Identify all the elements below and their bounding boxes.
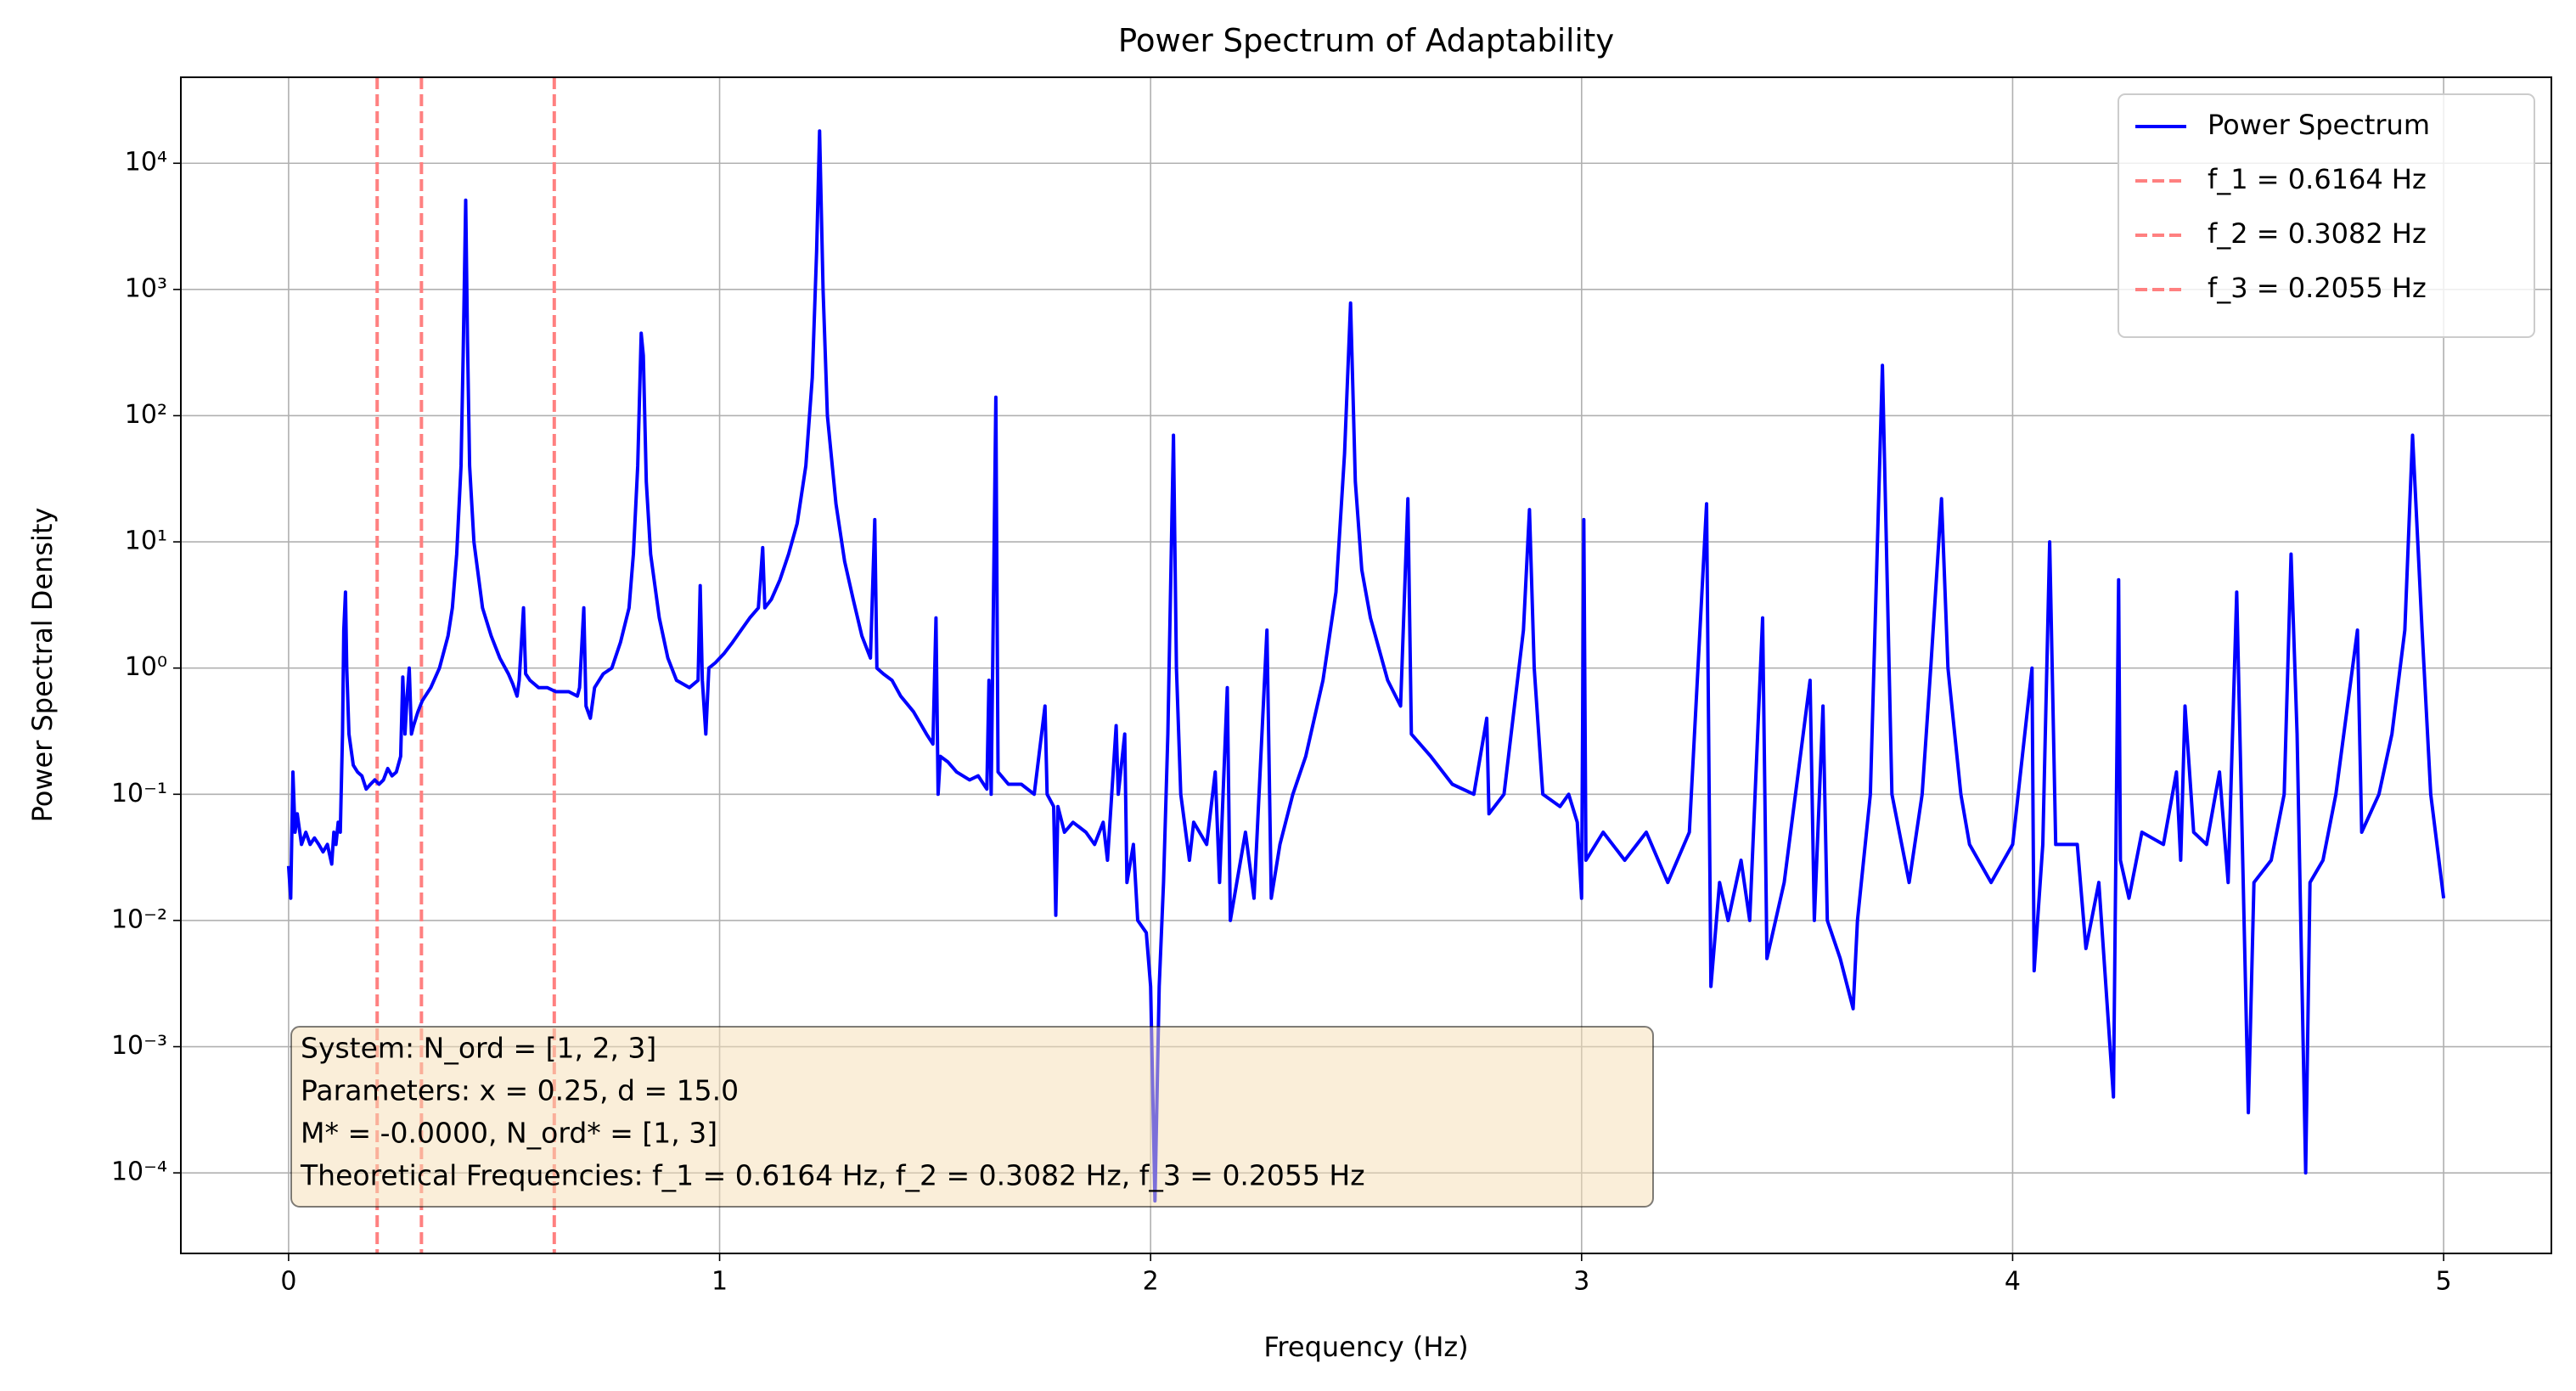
annotation-line: System: N_ord = [1, 2, 3] [301,1032,656,1065]
y-tick-label: 10¹ [125,527,167,556]
y-tick-label: 10² [125,400,167,430]
x-tick-label: 3 [1573,1267,1589,1297]
spectrum-line [286,129,2446,1203]
plot-area [286,77,2446,1253]
x-tick-label: 5 [2436,1267,2452,1297]
annotation-line: Theoretical Frequencies: f_1 = 0.6164 Hz… [300,1159,1365,1192]
annotation-line: Parameters: x = 0.25, d = 15.0 [301,1074,739,1107]
ticks: 0 1 2 3 4 5 10⁻⁴ 10⁻³ 10⁻² 10⁻¹ 10⁰ 10¹ 10² 10³ 10⁴ [111,148,2452,1297]
x-tick-label: 1 [711,1267,728,1297]
legend-label: Power Spectrum [2208,109,2430,141]
y-tick-label: 10⁻³ [111,1031,167,1061]
legend: Power Spectrum f_1 = 0.6164 Hz f_2 = 0.308… [2118,93,2535,338]
x-tick-label: 4 [2005,1267,2021,1297]
annotation-box: System: N_ord = [1, 2, 3] Parameters: x =… [290,1026,1654,1208]
y-axis-label: Power Spectral Density [26,508,59,823]
legend-box [2118,93,2535,338]
y-tick-label: 10³ [125,273,167,303]
annotation-line: M* = -0.0000, N_ord* = [1, 3] [301,1117,717,1150]
y-tick-label: 10⁻² [111,904,167,934]
x-tick-label: 0 [280,1267,296,1297]
legend-label: f_1 = 0.6164 Hz [2208,163,2427,195]
y-tick-label: 10⁻⁴ [111,1157,167,1187]
y-tick-label: 10⁻¹ [111,779,167,808]
legend-label: f_3 = 0.2055 Hz [2208,272,2427,304]
y-tick-label: 10⁰ [125,652,167,682]
y-tick-label: 10⁴ [125,148,167,177]
annotation-background [290,1026,1654,1208]
axes-frame [180,76,2552,1254]
x-axis-label: Frequency (Hz) [1263,1331,1468,1363]
x-tick-label: 2 [1143,1267,1159,1297]
chart-title: Power Spectrum of Adaptability [1118,23,1614,59]
legend-label: f_2 = 0.3082 Hz [2208,217,2427,250]
